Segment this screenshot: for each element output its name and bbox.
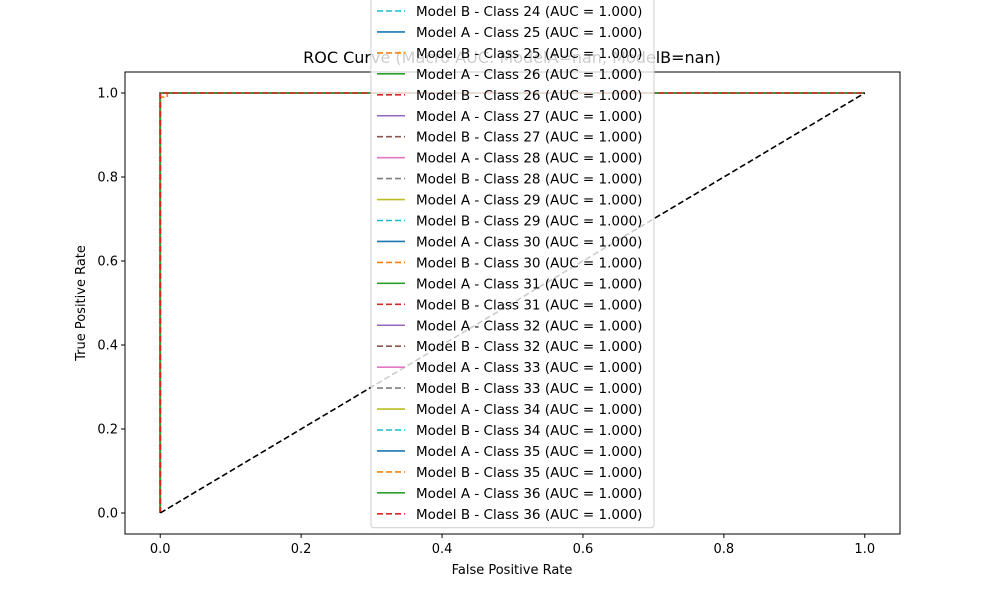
y-axis-label: True Positive Rate <box>74 245 89 362</box>
legend-entry: Model B - Class 26 (AUC = 1.000) <box>416 88 642 104</box>
y-tick-label: 0.6 <box>97 255 118 270</box>
legend-entry: Model B - Class 35 (AUC = 1.000) <box>416 465 642 481</box>
y-tick-label: 0.0 <box>97 507 118 522</box>
x-tick-label: 1.0 <box>854 542 875 557</box>
x-axis-label: False Positive Rate <box>452 563 573 578</box>
legend-entry: Model B - Class 31 (AUC = 1.000) <box>416 297 642 313</box>
legend-entry: Model A - Class 30 (AUC = 1.000) <box>416 234 642 250</box>
legend-entry: Model B - Class 36 (AUC = 1.000) <box>416 507 642 523</box>
legend-entry: Model A - Class 26 (AUC = 1.000) <box>416 67 642 83</box>
legend-entry: Model B - Class 30 (AUC = 1.000) <box>416 255 642 271</box>
x-tick-label: 0.8 <box>714 542 735 557</box>
legend-entry: Model A - Class 35 (AUC = 1.000) <box>416 444 642 460</box>
legend-box <box>370 0 655 529</box>
y-tick-label: 0.8 <box>97 171 118 186</box>
y-tick-label: 0.2 <box>97 423 118 438</box>
legend-entry: Model B - Class 34 (AUC = 1.000) <box>416 423 642 439</box>
x-ticks: 0.0 0.2 0.4 0.6 0.8 1.0 <box>150 534 875 557</box>
legend-entry: Model B - Class 24 (AUC = 1.000) <box>416 4 642 20</box>
x-tick-label: 0.0 <box>150 542 171 557</box>
legend-entry: Model A - Class 29 (AUC = 1.000) <box>416 193 642 209</box>
legend-entry: Model B - Class 28 (AUC = 1.000) <box>416 172 642 188</box>
series-line-24 <box>159 92 865 513</box>
legend-entry: Model A - Class 33 (AUC = 1.000) <box>416 360 642 376</box>
legend-entry: Model A - Class 25 (AUC = 1.000) <box>416 25 642 41</box>
legend-entry: Model A - Class 34 (AUC = 1.000) <box>416 402 642 418</box>
x-tick-label: 0.4 <box>432 542 453 557</box>
y-tick-label: 1.0 <box>97 87 118 102</box>
legend-entry: Model B - Class 33 (AUC = 1.000) <box>416 381 642 397</box>
legend-entry: Model A - Class 31 (AUC = 1.000) <box>416 276 642 292</box>
legend-entry: Model B - Class 32 (AUC = 1.000) <box>416 339 642 355</box>
legend-entry: Model B - Class 27 (AUC = 1.000) <box>416 130 642 146</box>
y-ticks: 0.0 0.2 0.4 0.6 0.8 1.0 <box>97 87 125 522</box>
legend-entry: Model A - Class 27 (AUC = 1.000) <box>416 109 642 125</box>
legend-entry: Model A - Class 36 (AUC = 1.000) <box>416 486 642 502</box>
y-tick-label: 0.4 <box>97 339 118 354</box>
legend-entry: Model B - Class 29 (AUC = 1.000) <box>416 214 642 230</box>
x-tick-label: 0.6 <box>573 542 594 557</box>
legend-entry: Model A - Class 32 (AUC = 1.000) <box>416 318 642 334</box>
legend: Model B - Class 24 (AUC = 1.000) Model A … <box>370 0 655 529</box>
x-tick-label: 0.2 <box>291 542 312 557</box>
legend-entry: Model A - Class 28 (AUC = 1.000) <box>416 151 642 167</box>
legend-entry: Model B - Class 25 (AUC = 1.000) <box>416 46 642 62</box>
